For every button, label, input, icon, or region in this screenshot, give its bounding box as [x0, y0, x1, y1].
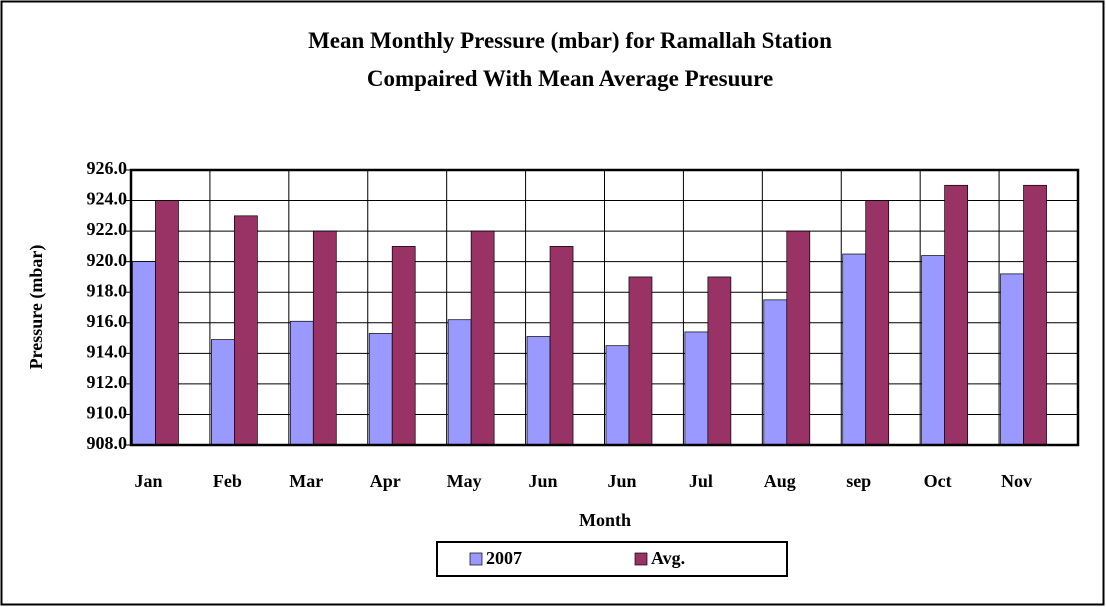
bar	[707, 276, 732, 446]
y-tick-label: 908.0	[87, 433, 128, 453]
bar	[842, 253, 867, 446]
x-tick-label: Nov	[1001, 471, 1032, 491]
bar	[628, 276, 653, 446]
bar	[132, 261, 156, 446]
legend-box	[436, 541, 788, 577]
y-axis-label: Pressure (mbar)	[26, 245, 47, 370]
y-tick-label: 920.0	[87, 250, 128, 270]
bar	[234, 215, 258, 446]
bar	[368, 333, 393, 446]
bar	[549, 246, 574, 446]
bar	[684, 331, 709, 446]
bar	[786, 230, 811, 446]
bar	[470, 230, 495, 446]
bar	[289, 320, 314, 446]
y-tick-label: 916.0	[87, 311, 128, 331]
x-tick-label: Aug	[764, 471, 796, 491]
bar	[865, 200, 890, 446]
bar	[763, 299, 788, 446]
y-tick-label: 926.0	[87, 158, 128, 178]
y-tick-label: 914.0	[87, 341, 128, 361]
x-tick-label: Jul	[689, 471, 713, 491]
bar	[447, 319, 472, 446]
legend-label: Avg.	[651, 548, 685, 568]
bar	[526, 336, 551, 446]
bar	[211, 339, 235, 446]
x-tick-label: Feb	[213, 471, 242, 491]
x-tick-label: Oct	[924, 471, 952, 491]
legend-label: 2007	[486, 548, 522, 568]
x-tick-label: May	[447, 471, 482, 491]
x-tick-label: sep	[846, 471, 871, 491]
x-tick-label: Jan	[134, 471, 162, 491]
plot-border	[129, 168, 1080, 447]
chart-title: Mean Monthly Pressure (mbar) for Ramalla…	[308, 28, 832, 91]
bar	[921, 255, 945, 446]
y-tick-label: 910.0	[87, 403, 128, 423]
bar	[155, 200, 179, 446]
y-tick-label: 918.0	[87, 280, 128, 300]
bar	[1000, 273, 1024, 446]
legend-swatch	[634, 552, 648, 566]
x-tick-label: Jun	[607, 471, 636, 491]
y-tick-label: 912.0	[87, 372, 128, 392]
x-tick-label: Mar	[289, 471, 323, 491]
bar	[1023, 184, 1047, 446]
x-tick-label: Apr	[370, 471, 401, 491]
bar	[605, 345, 630, 446]
y-tick-label: 922.0	[87, 219, 128, 239]
bar	[312, 230, 337, 446]
x-axis-label: Month	[579, 510, 631, 530]
x-tick-label: Jun	[529, 471, 558, 491]
legend-swatch	[469, 552, 483, 566]
bar	[391, 246, 416, 446]
bar	[944, 184, 968, 446]
y-tick-label: 924.0	[87, 189, 128, 209]
